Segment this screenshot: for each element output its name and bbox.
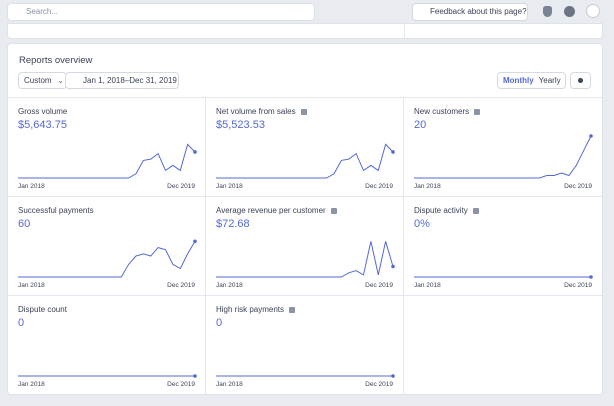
report-cell: Dispute activity 0% Jan 2018 Dec 2019	[404, 197, 602, 296]
reports-card: Reports overview Custom ⌄ Jan 1, 2018–Dec…	[8, 44, 602, 395]
top-card	[8, 24, 602, 38]
end-date: Dec 2019	[564, 282, 592, 289]
feedback-button[interactable]: Feedback about this page?	[413, 4, 527, 20]
spark-end-dot	[391, 150, 395, 154]
info-icon	[472, 208, 479, 214]
start-date: Jan 2018	[216, 381, 243, 388]
spark-end-dot	[391, 264, 395, 269]
metric-label: Dispute count	[18, 305, 67, 314]
settings-button[interactable]	[571, 73, 590, 88]
report-cell: Average revenue per customer $72.68 Jan 20…	[206, 197, 404, 296]
help-icon[interactable]	[564, 6, 575, 17]
report-cell: New customers 20 Jan 2018 Dec 2019	[404, 98, 602, 197]
metric-label: High risk payments	[216, 305, 296, 314]
gear	[578, 78, 583, 83]
end-date: Dec 2019	[564, 183, 592, 190]
range-preset-text: Custom	[24, 76, 52, 85]
end-date: Dec 2019	[365, 282, 393, 289]
metric-label: Net volume from sales	[216, 107, 307, 116]
metric-value: 20	[414, 119, 427, 131]
end-date: Dec 2019	[365, 183, 393, 190]
spark-end-dot	[391, 374, 395, 378]
metric-value: 0%	[414, 218, 430, 230]
report-cell	[404, 296, 602, 395]
start-date: Jan 2018	[414, 282, 441, 289]
report-cell: Gross volume $5,643.75 Jan 2018 Dec 2019	[8, 98, 206, 197]
start-date: Jan 2018	[216, 282, 243, 289]
sparkline	[216, 374, 395, 378]
metric-value: $5,643.75	[18, 119, 67, 131]
spark-end-dot	[589, 134, 593, 138]
sparkline	[216, 143, 395, 179]
report-cell: Dispute count 0 Jan 2018 Dec 2019	[8, 296, 206, 395]
metric-label: Average revenue per customer	[216, 206, 337, 215]
metric-label-text: High risk payments	[216, 305, 285, 314]
report-cell: High risk payments 0 Jan 2018 Dec 2019	[206, 296, 404, 395]
report-cell: Successful payments 60 Jan 2018 Dec 2019	[8, 197, 206, 296]
notifications-icon[interactable]	[543, 6, 552, 17]
metric-label: New customers	[414, 107, 481, 116]
metric-label-text: Net volume from sales	[216, 107, 296, 116]
info-icon	[300, 109, 307, 115]
interval-toggle: Monthly Yearly	[498, 73, 565, 88]
metric-label: Dispute activity	[414, 206, 479, 215]
spark-line	[216, 241, 394, 278]
interval-option[interactable]: Yearly	[538, 76, 561, 85]
reports-title: Reports overview	[19, 55, 93, 66]
metric-label: Successful payments	[18, 206, 94, 215]
date-range-text: Jan 1, 2018–Dec 31, 2019	[83, 76, 177, 85]
metric-label-text: Dispute count	[18, 305, 67, 314]
metric-label-text: Gross volume	[18, 107, 68, 116]
start-date: Jan 2018	[18, 381, 45, 388]
metric-label-text: Dispute activity	[414, 206, 468, 215]
divider	[404, 24, 405, 38]
info-icon	[330, 208, 337, 214]
spark-end-dot	[589, 275, 593, 279]
spark-line	[18, 143, 196, 179]
sparkline	[216, 241, 395, 278]
metric-value: 0	[18, 317, 25, 329]
sparkline	[414, 275, 593, 279]
metric-label-text: Average revenue per customer	[216, 206, 326, 215]
chevron: ⌄	[57, 78, 64, 85]
end-date: Dec 2019	[167, 183, 195, 190]
sparkline	[18, 143, 197, 179]
metric-label-text: New customers	[414, 107, 470, 116]
spark-end-dot	[193, 150, 197, 154]
report-cell: Net volume from sales $5,523.53 Jan 2018 De…	[206, 98, 404, 197]
spark-end-dot	[193, 374, 197, 378]
spark-line	[414, 135, 592, 179]
start-date: Jan 2018	[414, 183, 441, 190]
spark-line	[216, 143, 394, 179]
feedback-text: Feedback about this page?	[430, 7, 527, 16]
end-date: Dec 2019	[365, 381, 393, 388]
report-grid: Gross volume $5,643.75 Jan 2018 Dec 2019 Net…	[8, 97, 602, 395]
range-preset[interactable]: Custom ⌄	[19, 73, 66, 88]
end-date: Dec 2019	[167, 282, 195, 289]
date-range[interactable]: Jan 1, 2018–Dec 31, 2019	[66, 73, 178, 88]
sparkline	[18, 239, 197, 278]
account-icon[interactable]	[587, 5, 599, 17]
start-date: Jan 2018	[216, 183, 243, 190]
spark-line	[18, 241, 196, 278]
metric-value: 0	[216, 317, 223, 329]
metric-label-text: Successful payments	[18, 206, 94, 215]
metric-label: Gross volume	[18, 107, 67, 116]
start-date: Jan 2018	[18, 183, 45, 190]
metric-value: 60	[18, 218, 31, 230]
metric-value: $72.68	[216, 218, 250, 230]
end-date: Dec 2019	[167, 381, 195, 388]
sparkline	[18, 374, 197, 378]
spark-end-dot	[193, 239, 197, 244]
sparkline	[414, 134, 593, 179]
metric-value: $5,523.53	[216, 119, 265, 131]
start-date: Jan 2018	[18, 282, 45, 289]
search-placeholder: Search...	[26, 7, 59, 16]
search-box[interactable]: Search...	[8, 4, 314, 20]
info-icon	[289, 307, 296, 313]
interval-option[interactable]: Monthly	[503, 76, 534, 85]
info-icon	[474, 109, 481, 115]
